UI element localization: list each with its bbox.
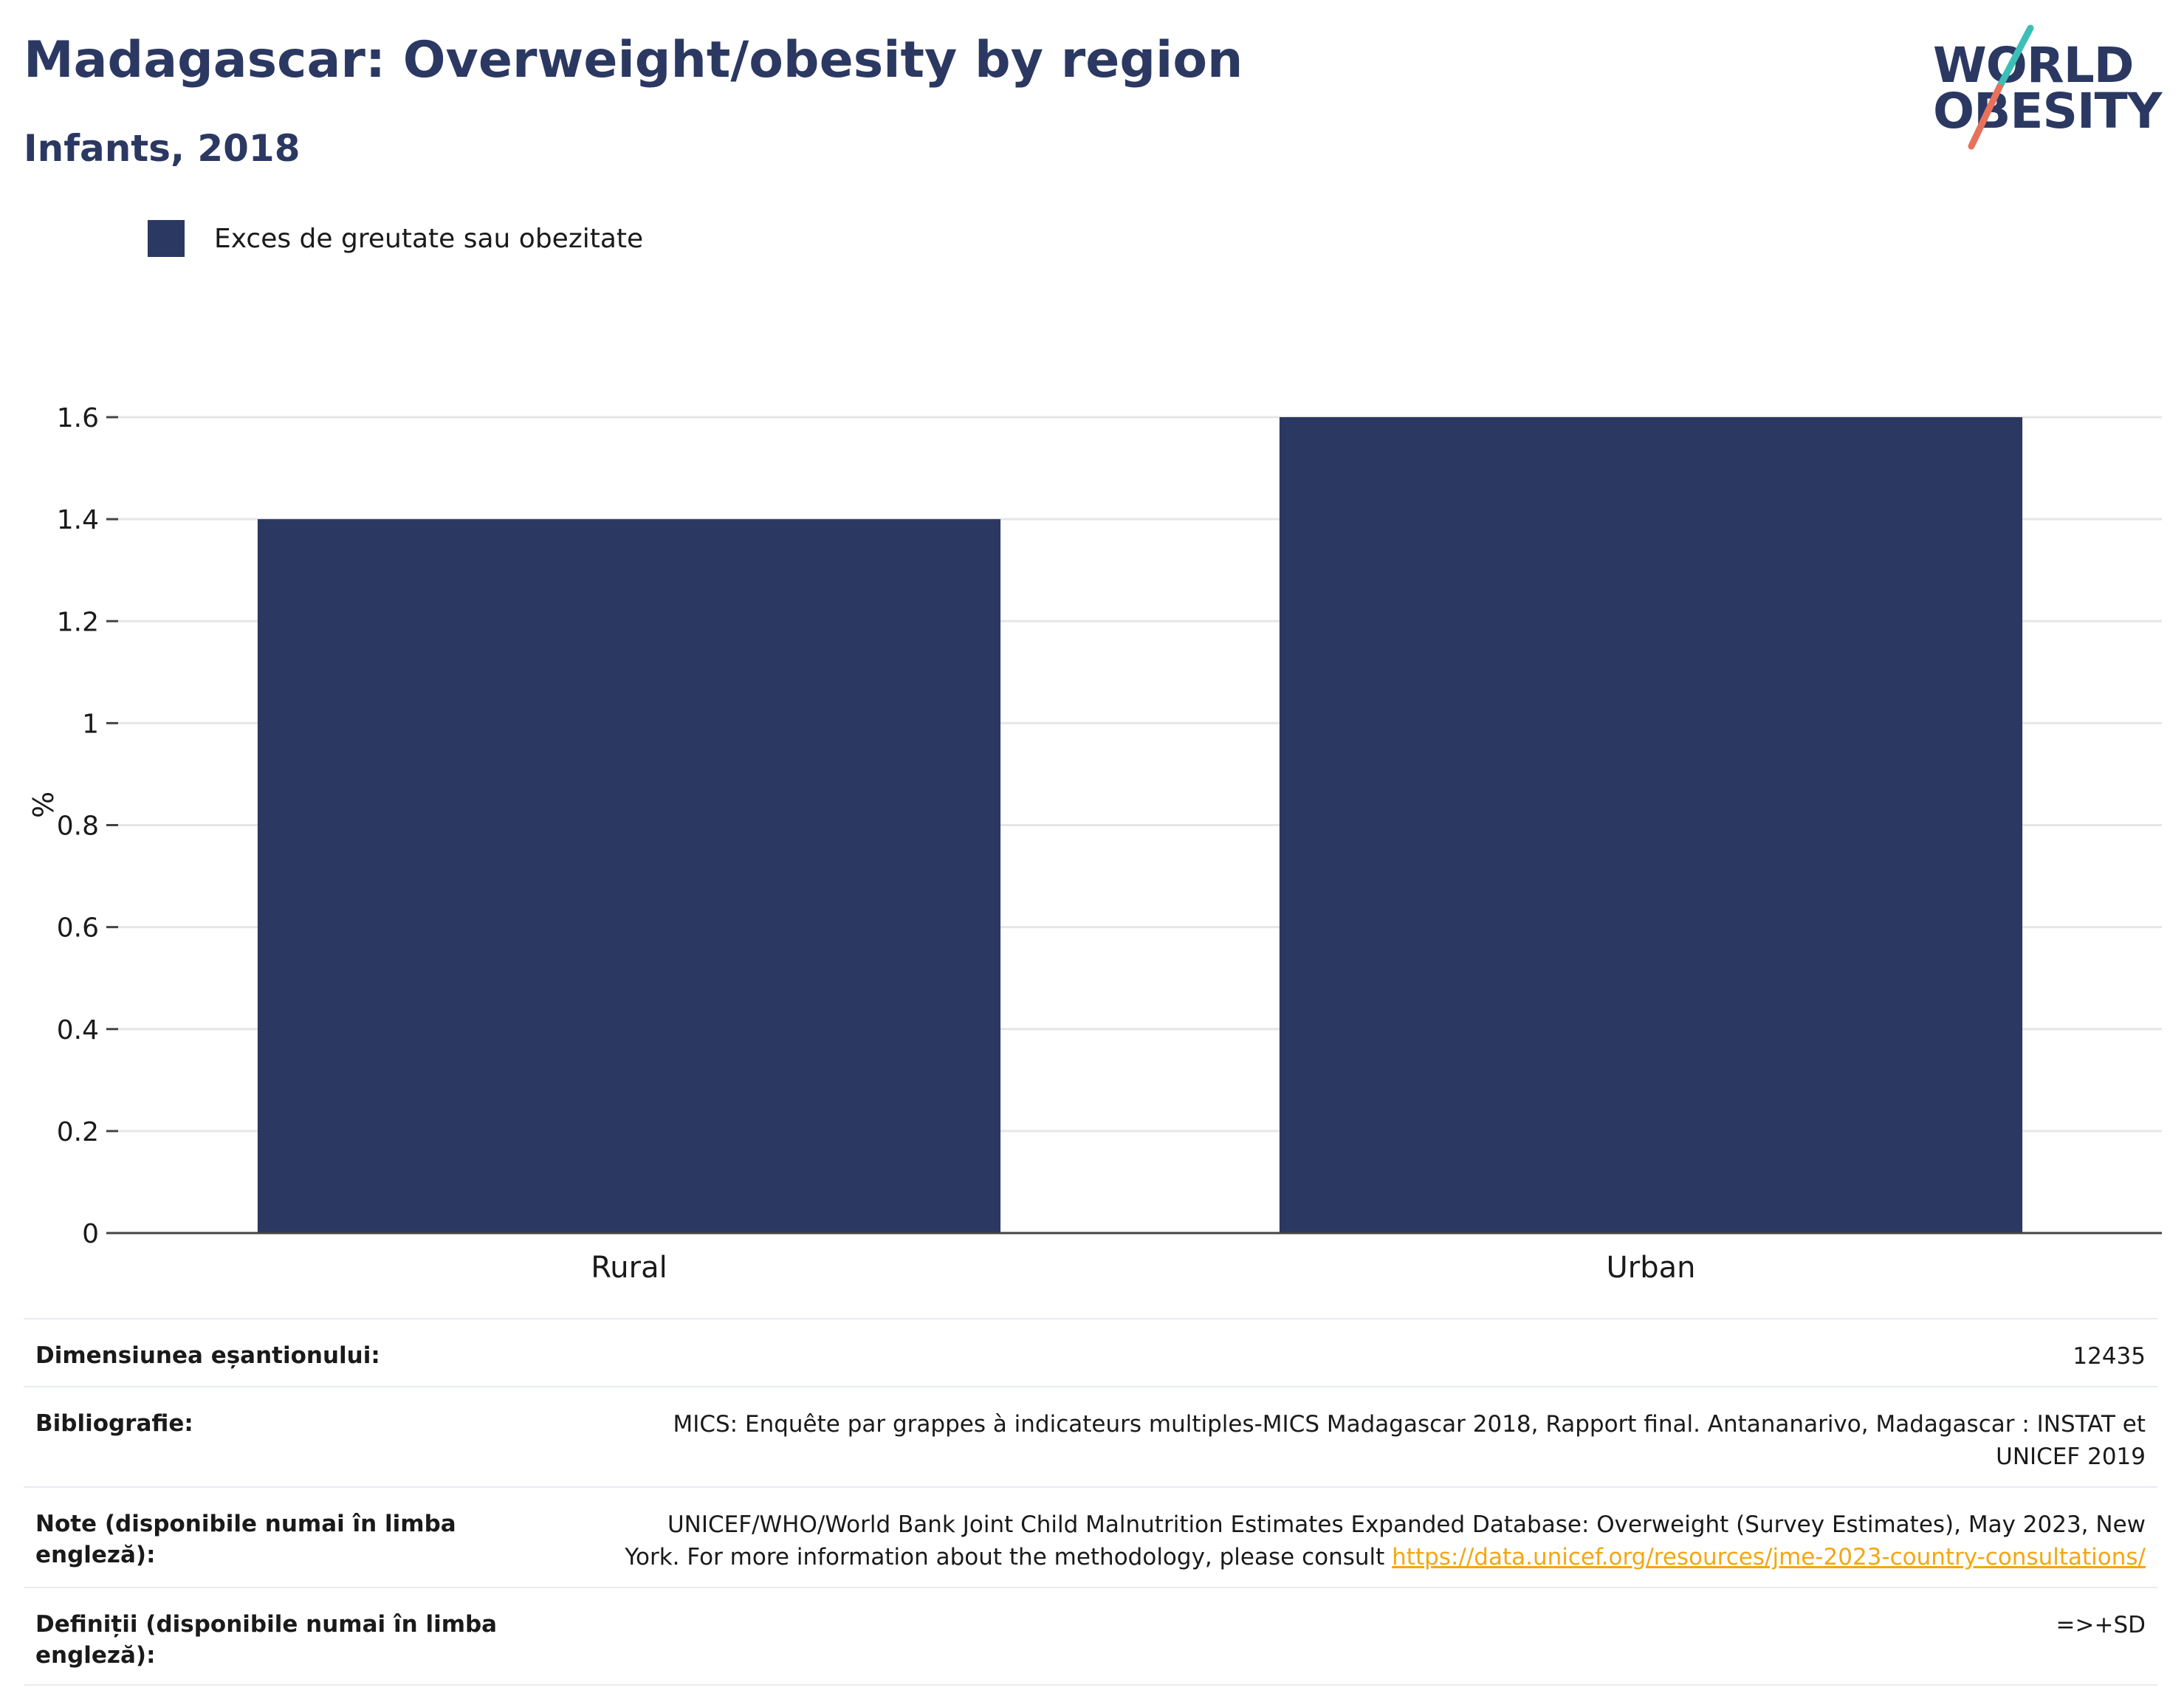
sample-size-label: Dimensiunea eșantionului: [35,1342,380,1369]
x-tick-label: Urban [1607,1251,1696,1285]
bars [257,417,2023,1233]
notes-line-1: UNICEF/WHO/World Bank Joint Child Malnut… [667,1511,2146,1538]
y-axis-ticks: 0 0.2 0.4 0.6 0.8 1 1.2 1.4 1.6 [57,403,118,1249]
notes-value: UNICEF/WHO/World Bank Joint Child Malnut… [523,1508,2146,1573]
info-row-definitions: Definiții (disponibile numai în limba en… [24,1587,2157,1686]
y-tick-label: 0 [82,1219,99,1249]
bibliography-value: MICS: Enquête par grappes à indicateurs … [523,1408,2146,1473]
notes-link[interactable]: https://data.unicef.org/resources/jme-20… [1392,1544,2146,1570]
y-tick-label: 1.2 [57,607,99,637]
logo-word-obesity: OBESITY [1933,83,2162,140]
logo-word-world: WORLD [1933,37,2135,94]
info-row-bibliography: Bibliografie: MICS: Enquête par grappes … [24,1386,2157,1486]
sample-size-value: 12435 [2073,1343,2146,1370]
bibliography-line-2: UNICEF 2019 [1996,1443,2146,1470]
y-axis-label: % [27,792,60,818]
y-tick-label: 0.4 [57,1015,99,1046]
chart-subtitle: Infants, 2018 [24,127,301,170]
notes-label: Note (disponibile numai în limba engleză… [35,1511,456,1568]
info-row-notes: Note (disponibile numai în limba engleză… [24,1486,2157,1587]
y-tick-label: 1.4 [57,505,99,535]
bar-urban[interactable] [1279,417,2023,1233]
y-tick-label: 0.8 [57,811,99,842]
bar-rural[interactable] [257,519,1001,1233]
definitions-value: =>+SD [2056,1612,2146,1638]
y-tick-label: 1 [82,709,99,739]
bibliography-label: Bibliografie: [35,1410,193,1437]
x-tick-label: Rural [591,1251,667,1285]
bibliography-line-1: MICS: Enquête par grappes à indicateurs … [673,1411,2146,1438]
legend-swatch [148,220,185,257]
legend-label: Exces de greutate sau obezitate [214,223,644,254]
definitions-label: Definiții (disponibile numai în limba en… [35,1611,498,1669]
notes-line-2: York. For more information about the met… [625,1544,1385,1570]
logo-slash-icon [1968,24,2034,150]
y-tick-label: 1.6 [57,403,99,433]
info-row-sample-size: Dimensiunea eșantionului: 12435 [24,1318,2157,1386]
chart-legend[interactable]: Exces de greutate sau obezitate [148,220,643,257]
y-tick-label: 0.6 [57,913,99,944]
y-tick-label: 0.2 [57,1117,99,1147]
chart-title: Madagascar: Overweight/obesity by region [24,31,1243,89]
info-table: Dimensiunea eșantionului: 12435 Bibliogr… [24,1318,2157,1686]
world-obesity-logo[interactable]: WORLD OBESITY [1920,22,2171,155]
x-axis-ticks: Rural Urban [118,1232,2162,1285]
bar-chart: 0 0.2 0.4 0.6 0.8 1 1.2 1.4 1.6 Rural Urban % [27,403,2162,1285]
